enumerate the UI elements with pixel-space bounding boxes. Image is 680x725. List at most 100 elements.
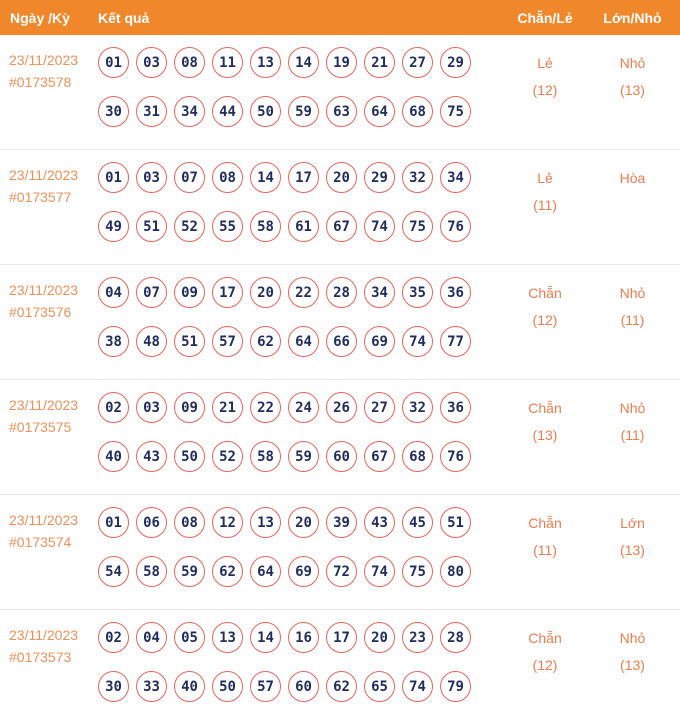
number-ball: 59 bbox=[174, 556, 205, 587]
number-ball: 30 bbox=[98, 96, 129, 127]
even-odd-value: Lẻ bbox=[537, 170, 553, 186]
even-odd-count: (11) bbox=[533, 196, 557, 213]
draw-date-cell: 23/11/2023 #0173575 bbox=[0, 380, 98, 494]
number-ball: 19 bbox=[326, 47, 357, 78]
even-odd-value: Lẻ bbox=[537, 55, 553, 71]
number-ball: 58 bbox=[250, 441, 281, 472]
draw-date-cell: 23/11/2023 #0173577 bbox=[0, 150, 98, 264]
number-ball: 58 bbox=[136, 556, 167, 587]
number-ball: 32 bbox=[402, 392, 433, 423]
number-ball: 74 bbox=[364, 556, 395, 587]
numbers-line-2: 54 58 59 62 64 69 72 74 75 80 bbox=[98, 556, 505, 587]
number-ball: 05 bbox=[174, 622, 205, 653]
number-ball: 17 bbox=[326, 622, 357, 653]
even-odd-count: (12) bbox=[532, 311, 558, 328]
number-ball: 67 bbox=[326, 211, 357, 242]
table-row: 23/11/2023 #0173577 01 03 07 08 14 17 20 29 32 34… bbox=[0, 150, 680, 265]
result-numbers-cell: 01 03 07 08 14 17 20 29 32 34 49 51 52 55 58 61 67 74 75 7… bbox=[98, 150, 505, 264]
number-ball: 24 bbox=[288, 392, 319, 423]
number-ball: 68 bbox=[402, 96, 433, 127]
number-ball: 75 bbox=[440, 96, 471, 127]
number-ball: 50 bbox=[174, 441, 205, 472]
number-ball: 07 bbox=[174, 162, 205, 193]
draw-id: #0173578 bbox=[9, 74, 72, 91]
number-ball: 64 bbox=[288, 326, 319, 357]
number-ball: 54 bbox=[98, 556, 129, 587]
numbers-line-1: 02 03 09 21 22 24 26 27 32 36 bbox=[98, 392, 505, 423]
number-ball: 28 bbox=[440, 622, 471, 653]
even-odd-cell: Lẻ (12) bbox=[505, 35, 585, 149]
number-ball: 39 bbox=[326, 507, 357, 538]
header-even-odd-column: Chẵn/Lẻ bbox=[517, 9, 573, 26]
numbers-line-1: 01 06 08 12 13 20 39 43 45 51 bbox=[98, 507, 505, 538]
number-ball: 04 bbox=[136, 622, 167, 653]
number-ball: 76 bbox=[440, 211, 471, 242]
number-ball: 14 bbox=[288, 47, 319, 78]
big-small-cell: Lớn (13) bbox=[585, 495, 680, 609]
number-ball: 60 bbox=[288, 671, 319, 702]
number-ball: 03 bbox=[136, 162, 167, 193]
table-row: 23/11/2023 #0173575 02 03 09 21 22 24 26 27 32 36… bbox=[0, 380, 680, 495]
number-ball: 01 bbox=[98, 47, 129, 78]
header-big-small-column: Lớn/Nhỏ bbox=[603, 9, 662, 26]
big-small-value: Nhỏ bbox=[619, 630, 646, 646]
number-ball: 74 bbox=[402, 671, 433, 702]
number-ball: 32 bbox=[402, 162, 433, 193]
number-ball: 55 bbox=[212, 211, 243, 242]
number-ball: 29 bbox=[364, 162, 395, 193]
number-ball: 21 bbox=[364, 47, 395, 78]
big-small-value: Nhỏ bbox=[619, 285, 646, 301]
result-numbers-cell: 01 03 08 11 13 14 19 21 27 29 30 31 34 44 50 59 63 64 68 7… bbox=[98, 35, 505, 149]
number-ball: 69 bbox=[364, 326, 395, 357]
number-ball: 34 bbox=[364, 277, 395, 308]
number-ball: 45 bbox=[402, 507, 433, 538]
table-row: 23/11/2023 #0173573 02 04 05 13 14 16 17 20 23 28… bbox=[0, 610, 680, 725]
number-ball: 57 bbox=[212, 326, 243, 357]
number-ball: 16 bbox=[288, 622, 319, 653]
result-numbers-cell: 02 03 09 21 22 24 26 27 32 36 40 43 50 52 58 59 60 67 68 7… bbox=[98, 380, 505, 494]
even-odd-cell: Chẵn (12) bbox=[505, 265, 585, 379]
draw-id: #0173576 bbox=[9, 304, 72, 321]
draw-id: #0173574 bbox=[9, 534, 72, 551]
even-odd-value: Chẵn bbox=[528, 285, 562, 301]
number-ball: 09 bbox=[174, 277, 205, 308]
result-numbers-cell: 04 07 09 17 20 22 28 34 35 36 38 48 51 57 62 64 66 69 74 7… bbox=[98, 265, 505, 379]
number-ball: 51 bbox=[440, 507, 471, 538]
number-ball: 04 bbox=[98, 277, 129, 308]
header-result-column: Kết quả bbox=[98, 9, 150, 26]
number-ball: 79 bbox=[440, 671, 471, 702]
number-ball: 36 bbox=[440, 392, 471, 423]
number-ball: 29 bbox=[440, 47, 471, 78]
number-ball: 52 bbox=[212, 441, 243, 472]
even-odd-value: Chẵn bbox=[528, 400, 562, 416]
big-small-value: Nhỏ bbox=[619, 55, 646, 71]
number-ball: 69 bbox=[288, 556, 319, 587]
big-small-count: (13) bbox=[620, 81, 645, 98]
numbers-line-2: 30 33 40 50 57 60 62 65 74 79 bbox=[98, 671, 505, 702]
number-ball: 50 bbox=[212, 671, 243, 702]
number-ball: 74 bbox=[364, 211, 395, 242]
number-ball: 01 bbox=[98, 162, 129, 193]
number-ball: 75 bbox=[402, 211, 433, 242]
big-small-cell: Nhỏ (13) bbox=[585, 610, 680, 725]
number-ball: 59 bbox=[288, 96, 319, 127]
numbers-line-2: 49 51 52 55 58 61 67 74 75 76 bbox=[98, 211, 505, 242]
number-ball: 62 bbox=[250, 326, 281, 357]
table-row: 23/11/2023 #0173574 01 06 08 12 13 20 39 43 45 51… bbox=[0, 495, 680, 610]
draw-date-cell: 23/11/2023 #0173573 bbox=[0, 610, 98, 725]
number-ball: 13 bbox=[250, 507, 281, 538]
draw-date: 23/11/2023 bbox=[9, 52, 79, 68]
number-ball: 52 bbox=[174, 211, 205, 242]
number-ball: 17 bbox=[212, 277, 243, 308]
number-ball: 13 bbox=[250, 47, 281, 78]
big-small-count: (13) bbox=[620, 656, 645, 673]
draw-id: #0173573 bbox=[9, 649, 72, 666]
number-ball: 44 bbox=[212, 96, 243, 127]
number-ball: 68 bbox=[402, 441, 433, 472]
even-odd-cell: Chẵn (11) bbox=[505, 495, 585, 609]
number-ball: 63 bbox=[326, 96, 357, 127]
number-ball: 02 bbox=[98, 622, 129, 653]
numbers-line-2: 30 31 34 44 50 59 63 64 68 75 bbox=[98, 96, 505, 127]
number-ball: 34 bbox=[440, 162, 471, 193]
numbers-line-2: 38 48 51 57 62 64 66 69 74 77 bbox=[98, 326, 505, 357]
